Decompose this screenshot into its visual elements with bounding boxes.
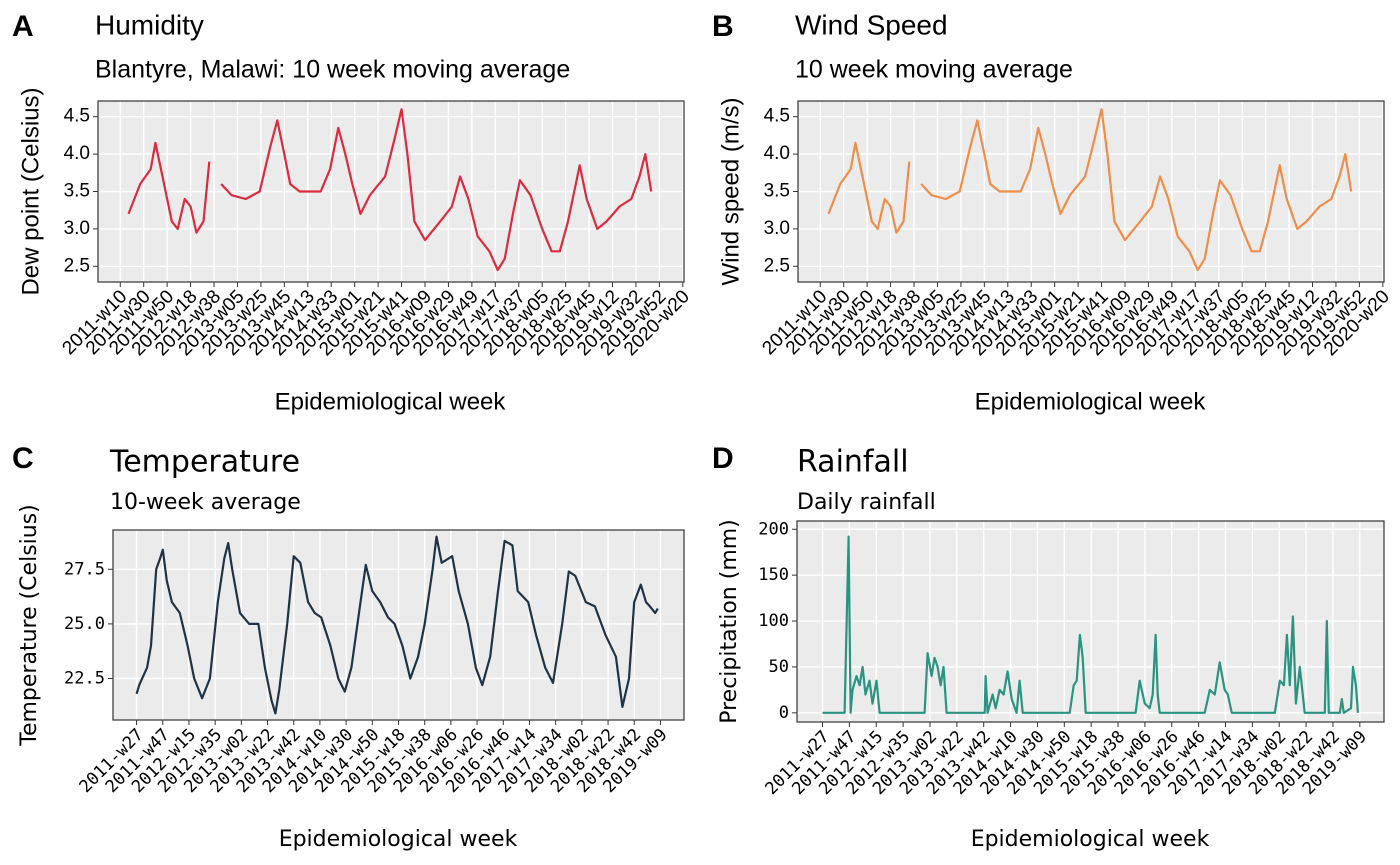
data-line <box>827 108 1353 272</box>
panel-subtitle: Blantyre, Malawi: 10 week moving average <box>95 56 570 84</box>
panel-subtitle: 10-week average <box>110 490 301 515</box>
panel-subtitle: 10 week moving average <box>795 56 1073 84</box>
y-tick-label: 3.5 <box>764 181 790 202</box>
y-tick-label: 22.5 <box>64 669 105 689</box>
y-tick-label: 4.0 <box>764 143 790 164</box>
y-tick-label: 4.0 <box>64 143 90 164</box>
y-tick-label: 150 <box>758 565 789 585</box>
plot-border <box>797 100 1385 283</box>
panel-tag: C <box>12 442 34 475</box>
y-tick-label: 200 <box>758 519 789 539</box>
y-tick-label: 2.5 <box>764 255 790 276</box>
plot-border <box>112 529 685 721</box>
panel-tag: B <box>712 10 734 43</box>
y-tick-label: 3.5 <box>64 181 90 202</box>
y-tick-label: 2.5 <box>64 255 90 276</box>
y-axis-title: Precipitation (mm) <box>717 519 742 724</box>
y-tick-label: 50 <box>769 657 789 677</box>
y-tick-label: 3.0 <box>64 218 90 239</box>
y-tick-label: 100 <box>758 611 789 631</box>
y-axis-title: Dew point (Celsius) <box>17 87 44 295</box>
x-axis-title: Epidemiological week <box>275 388 507 415</box>
y-tick-label: 25.0 <box>64 614 105 634</box>
x-axis-title: Epidemiological week <box>279 827 518 852</box>
panel-tag: A <box>12 10 34 43</box>
x-axis-title: Epidemiological week <box>975 388 1207 415</box>
y-axis-title: Wind speed (m/s) <box>717 97 744 285</box>
data-line <box>127 108 653 272</box>
y-tick-label: 4.5 <box>64 106 90 127</box>
panel-subtitle: Daily rainfall <box>797 490 936 515</box>
plot-border <box>97 100 685 283</box>
data-line <box>135 535 659 715</box>
data-line <box>822 535 1359 714</box>
x-axis-title: Epidemiological week <box>971 827 1210 852</box>
y-tick-label: 0 <box>779 703 789 723</box>
y-tick-label: 4.5 <box>764 106 790 127</box>
panel-title: Rainfall <box>797 445 909 480</box>
panel-tag: D <box>712 442 734 475</box>
y-tick-label: 3.0 <box>764 218 790 239</box>
panel-title: Humidity <box>95 9 204 40</box>
plot-border <box>796 520 1385 723</box>
panel-title: Temperature <box>109 445 300 480</box>
y-tick-label: 27.5 <box>64 559 105 579</box>
y-axis-title: Temperature (Celsius) <box>17 504 42 747</box>
panel-title: Wind Speed <box>795 9 948 40</box>
